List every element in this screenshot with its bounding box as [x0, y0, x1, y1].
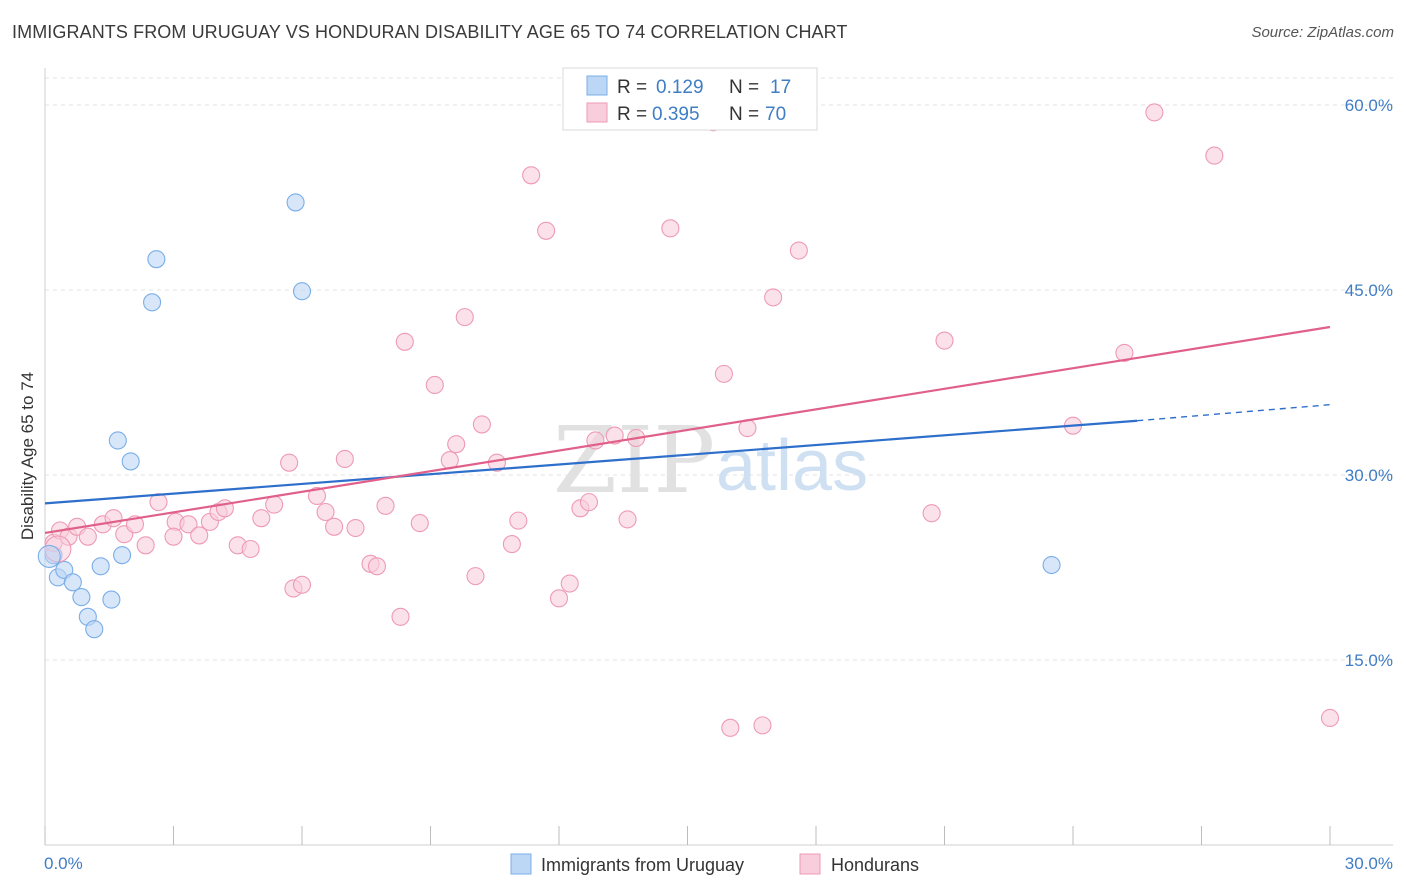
legend-n-value-hondurans: 70: [765, 104, 786, 125]
point-hondurans-14: [190, 526, 209, 545]
chart-title: IMMIGRANTS FROM URUGUAY VS HONDURAN DISA…: [12, 22, 848, 42]
point-hondurans-48: [560, 574, 579, 593]
point-hondurans-47: [549, 589, 569, 608]
bottom-legend-label-uruguay: Immigrants from Uruguay: [541, 855, 744, 875]
point-hondurans-9: [136, 536, 155, 555]
point-hondurans-26: [316, 502, 335, 522]
point-hondurans-12: [164, 527, 183, 546]
point-hondurans-63: [922, 504, 941, 523]
legend-r-label-hondurans: R =: [617, 104, 647, 125]
y-tick-label-3: 60.0%: [1345, 96, 1393, 115]
point-hondurans-50: [579, 493, 599, 512]
point-hondurans-31: [367, 557, 387, 576]
point-hondurans-22: [280, 453, 299, 472]
point-hondurans-36: [425, 375, 444, 395]
watermark-atlas: atlas: [716, 426, 868, 506]
point-hondurans-45: [522, 166, 541, 185]
trend-line-uruguay: [44, 419, 1138, 505]
point-hondurans-43: [502, 535, 521, 554]
y-tick-label-1: 30.0%: [1345, 466, 1393, 485]
legend-bottom: Immigrants from Uruguay Hondurans: [510, 853, 919, 875]
point-hondurans-35: [410, 514, 429, 533]
point-hondurans-60: [753, 716, 772, 735]
watermark: ZIP atlas: [553, 407, 868, 514]
bottom-legend-swatch-uruguay: [510, 853, 532, 875]
point-uruguay-16: [1042, 555, 1061, 575]
point-hondurans-40: [466, 567, 485, 586]
point-uruguay-2: [55, 560, 74, 580]
point-uruguay-6: [85, 620, 104, 639]
point-hondurans-55: [661, 219, 680, 238]
point-uruguay-8: [102, 590, 121, 609]
point-hondurans-57: [714, 364, 733, 383]
point-hondurans-32: [376, 496, 395, 515]
bottom-legend-swatch-hondurans: [799, 853, 821, 875]
trend-lines: [44, 325, 1331, 535]
point-hondurans-44: [509, 511, 528, 530]
watermark-zip: ZIP: [553, 407, 715, 514]
axes: [44, 68, 1393, 846]
point-uruguay-3: [63, 573, 82, 592]
point-uruguay-11: [121, 452, 140, 471]
bottom-legend-label-hondurans: Hondurans: [831, 855, 919, 875]
point-uruguay-13: [147, 250, 166, 269]
point-hondurans-13: [179, 515, 198, 534]
point-hondurans-21: [265, 495, 284, 514]
trend-line-hondurans: [44, 325, 1331, 535]
x-tick-label-max: 30.0%: [1345, 854, 1393, 873]
legend-r-value-uruguay: 0.129: [656, 77, 704, 98]
point-hondurans-41: [472, 415, 491, 434]
legend-n-value-uruguay: 17: [770, 77, 791, 98]
legend-n-label-hondurans: N =: [729, 104, 759, 125]
y-tick-labels: 15.0% 30.0% 45.0% 60.0%: [1345, 96, 1393, 670]
legend-swatch-hondurans: [586, 102, 608, 123]
point-hondurans-34: [395, 332, 414, 351]
point-hondurans-33: [391, 607, 410, 626]
point-hondurans-66: [1115, 343, 1134, 362]
trend-line-uruguay-extension: [1137, 404, 1331, 422]
point-hondurans-19: [241, 539, 260, 559]
point-hondurans-67: [1145, 103, 1164, 122]
point-hondurans-38: [447, 435, 466, 454]
point-uruguay-4: [72, 588, 91, 607]
legend-top: R = 0.129 N = 17 R = 0.395 N = 70: [562, 67, 818, 131]
y-tick-label-2: 45.0%: [1345, 281, 1393, 300]
point-hondurans-58: [721, 718, 740, 737]
point-hondurans-64: [935, 331, 954, 350]
point-hondurans-6: [104, 509, 123, 528]
point-hondurans-29: [346, 518, 365, 538]
legend-r-value-hondurans: 0.395: [652, 104, 700, 125]
point-hondurans-69: [1320, 708, 1340, 728]
point-uruguay-10: [108, 431, 127, 450]
y-tick-label-0: 15.0%: [1345, 651, 1393, 670]
legend-swatch-uruguay: [586, 75, 608, 96]
point-uruguay-cluster: [37, 544, 61, 568]
point-hondurans-27: [325, 517, 344, 536]
point-uruguay-15: [292, 282, 312, 301]
point-hondurans-4: [78, 527, 97, 546]
x-tick-label-min: 0.0%: [44, 854, 83, 873]
point-hondurans-25: [307, 486, 327, 506]
point-hondurans-24: [292, 575, 312, 594]
point-hondurans-61: [764, 288, 783, 307]
point-hondurans-39: [455, 308, 474, 327]
point-uruguay-12: [143, 293, 162, 312]
point-hondurans-68: [1205, 146, 1224, 165]
point-uruguay-14: [286, 193, 305, 212]
point-hondurans-62: [789, 241, 808, 260]
point-hondurans-46: [537, 221, 556, 240]
point-hondurans-52: [605, 426, 624, 445]
point-hondurans-10: [149, 493, 168, 512]
legend-n-label-uruguay: N =: [729, 77, 759, 98]
point-hondurans-28: [335, 449, 354, 469]
legend-r-label-uruguay: R =: [617, 77, 647, 98]
point-hondurans-53: [618, 510, 637, 529]
point-hondurans-20: [252, 509, 271, 528]
y-axis-title: Disability Age 65 to 74: [18, 372, 37, 540]
point-uruguay-9: [113, 546, 132, 565]
chart-source: Source: ZipAtlas.com: [1251, 24, 1394, 41]
point-uruguay-7: [91, 557, 110, 576]
